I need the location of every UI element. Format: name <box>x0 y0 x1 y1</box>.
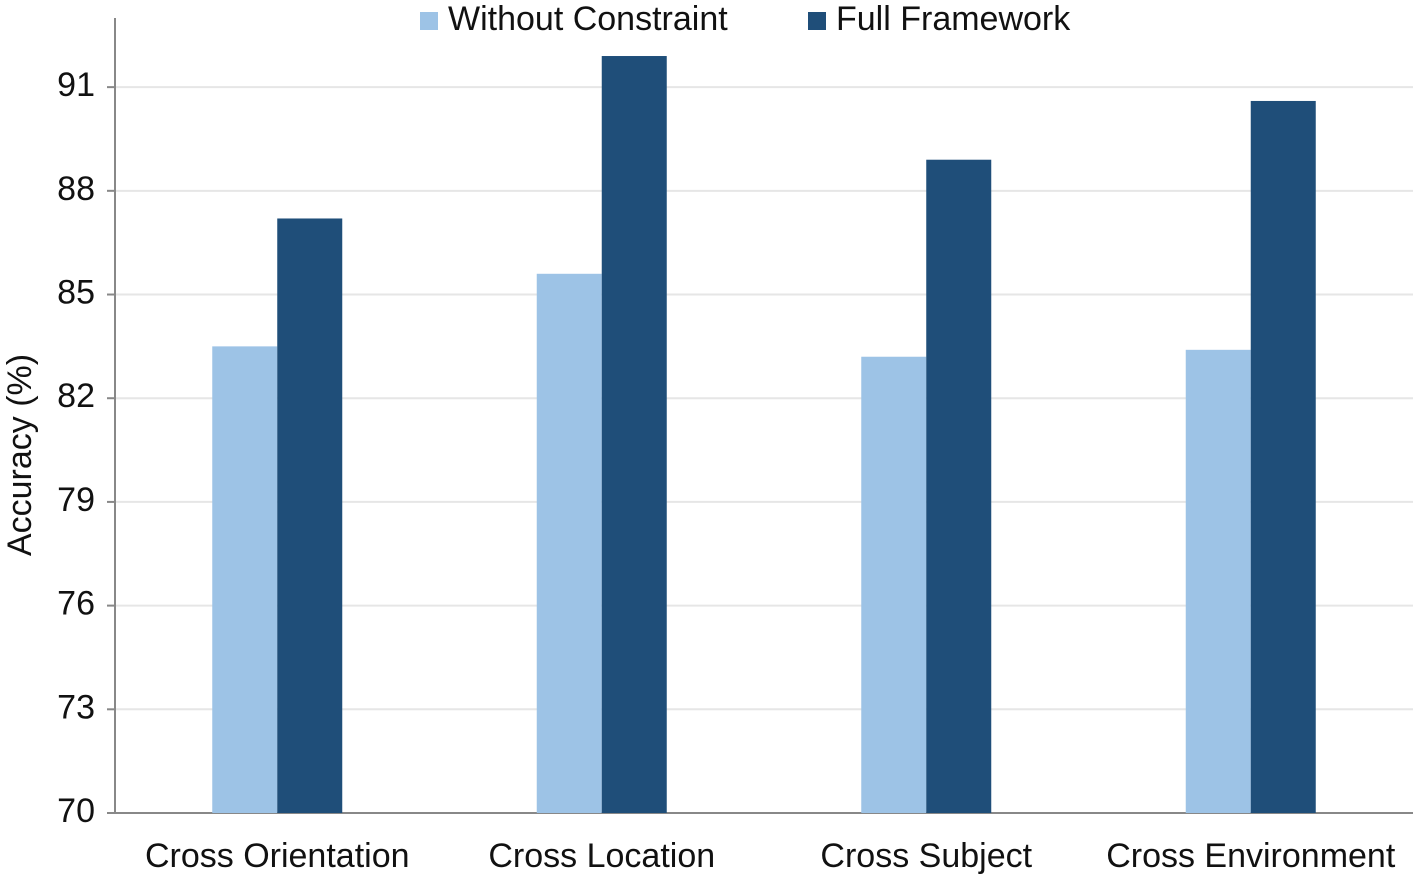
y-tick-label: 91 <box>57 66 95 104</box>
bar <box>277 218 343 813</box>
bar <box>926 159 992 813</box>
y-tick-label: 88 <box>57 170 95 208</box>
y-tick-label: 85 <box>57 274 95 312</box>
x-tick-label: Cross Location <box>488 837 715 875</box>
y-tick-label: 82 <box>57 377 95 415</box>
legend-label: Full Framework <box>836 0 1071 38</box>
legend-label: Without Constraint <box>448 0 728 38</box>
x-tick-label: Cross Subject <box>820 837 1032 875</box>
bar <box>601 56 667 814</box>
x-tick-label: Cross Environment <box>1106 837 1396 875</box>
legend-swatch <box>808 12 826 30</box>
y-tick-label: 73 <box>57 688 95 726</box>
bar <box>1185 349 1251 813</box>
y-tick-label: 76 <box>57 585 95 623</box>
y-tick-label: 79 <box>57 481 95 519</box>
x-tick-label: Cross Orientation <box>145 837 410 875</box>
bar <box>536 273 602 814</box>
bar <box>212 346 278 813</box>
y-tick-label: 70 <box>57 792 95 830</box>
bar <box>861 356 927 813</box>
bar <box>1250 100 1316 813</box>
y-axis-label: Accuracy (%) <box>1 354 39 556</box>
legend-swatch <box>420 12 438 30</box>
